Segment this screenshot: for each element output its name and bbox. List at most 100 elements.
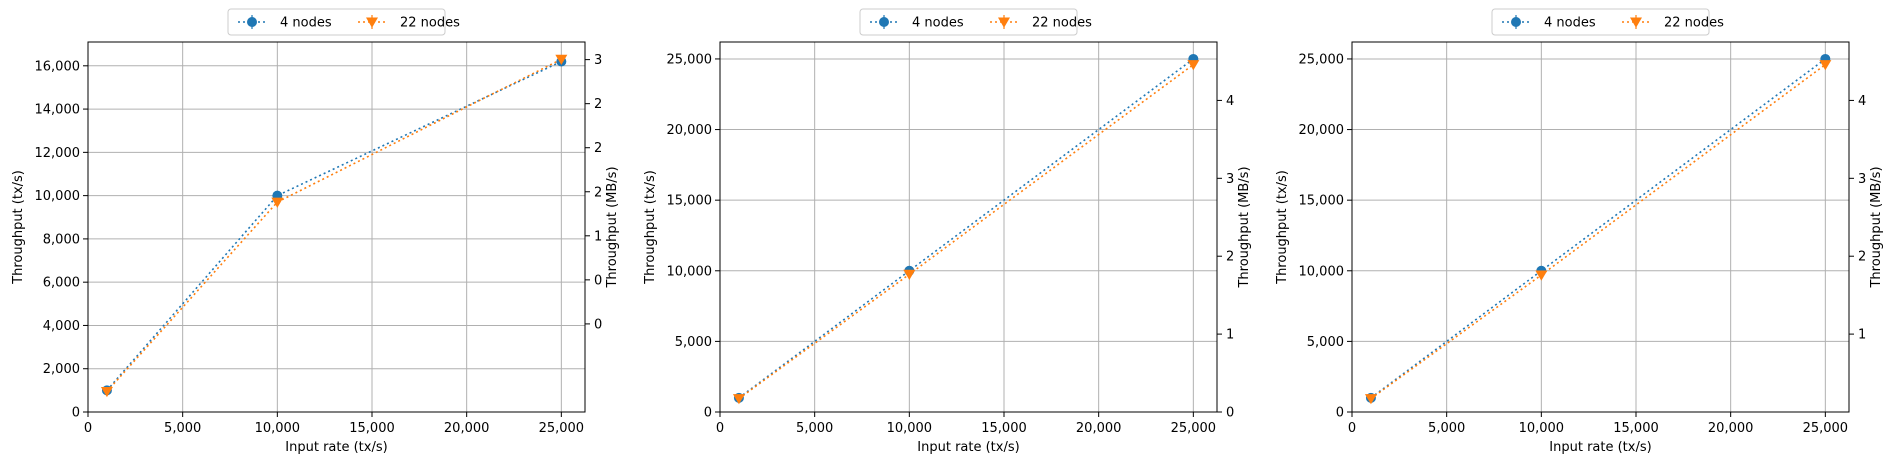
x-tick-label: 5,000: [164, 421, 201, 436]
plot-frame: [87, 41, 586, 413]
x-tick-label: 25,000: [1171, 421, 1217, 436]
chart-panel-2: 0 5,000 10,000 15,000 20,000 25,000 0 5,000 10,0…: [643, 8, 1252, 455]
x-tick-label: 20,000: [1076, 421, 1122, 436]
legend-box: [859, 8, 1078, 36]
y2-tick-label: 3: [594, 53, 602, 68]
legend-label-1: 4 nodes: [912, 16, 964, 31]
x-tick-label: 10,000: [1519, 421, 1565, 436]
y-tick-label: 0: [704, 406, 712, 421]
series-line-1: [106, 60, 562, 391]
legend-label-1: 4 nodes: [1544, 16, 1596, 31]
x-axis-label: Input rate (tx/s): [285, 440, 387, 455]
y2-tick-label: 2: [594, 141, 602, 156]
y-tick-label: 0: [72, 406, 80, 421]
y2-tick-label: 2: [594, 97, 602, 112]
legend-box: [1491, 8, 1710, 36]
y2-tick-label: 4: [1226, 94, 1234, 109]
y-tick-label: 4,000: [43, 319, 80, 334]
y2-axis-label: Throughput (MB/s): [1237, 166, 1252, 288]
legend-label-2: 22 nodes: [1032, 16, 1092, 31]
y-axis-label: Throughput (tx/s): [1275, 170, 1290, 285]
y-tick-label: 14,000: [35, 103, 81, 118]
x-tick-label: 25,000: [539, 421, 585, 436]
legend-marker-1: [1511, 17, 1521, 27]
y-tick-label: 5,000: [1307, 335, 1344, 350]
legend-marker-2: [366, 17, 378, 28]
y2-tick-label: 2: [1858, 250, 1866, 265]
y2-tick-label: 4: [1858, 94, 1866, 109]
x-tick-label: 0: [716, 421, 724, 436]
chart-panel-1: 0 5,000 10,000 15,000 20,000 25,000 0 2,000 4,00…: [11, 8, 620, 455]
y-tick-label: 6,000: [43, 276, 80, 291]
y-tick-label: 25,000: [1299, 52, 1345, 67]
data-point-2: [1187, 60, 1200, 71]
x-tick-label: 15,000: [1613, 421, 1659, 436]
y2-tick-label: 3: [1226, 172, 1234, 187]
y-tick-label: 10,000: [1299, 264, 1345, 279]
legend: 4 nodes 22 nodes: [859, 8, 1092, 36]
x-tick-label: 0: [1348, 421, 1356, 436]
y-tick-label: 10,000: [667, 264, 713, 279]
y2-tick-label: 2: [1226, 250, 1234, 265]
y-tick-label: 2,000: [43, 362, 80, 377]
y-tick-label: 8,000: [43, 232, 80, 247]
series-line-2: [106, 58, 562, 392]
data-point-2: [555, 54, 568, 66]
legend-label-2: 22 nodes: [1664, 16, 1724, 31]
y-axis-label: Throughput (tx/s): [11, 170, 26, 285]
x-tick-label: 10,000: [887, 421, 933, 436]
series-line-1: [1370, 58, 1826, 399]
x-tick-label: 5,000: [1428, 421, 1465, 436]
data-point-2: [271, 197, 284, 208]
legend-marker-1: [879, 17, 889, 27]
y2-tick-label: 3: [1858, 172, 1866, 187]
x-tick-label: 0: [84, 421, 92, 436]
y-axis-label: Throughput (tx/s): [643, 170, 658, 285]
y2-axis-label: Throughput (MB/s): [605, 166, 620, 288]
x-tick-label: 20,000: [1708, 421, 1754, 436]
y-tick-label: 15,000: [1299, 194, 1345, 209]
chart-panel-3: 0 5,000 10,000 15,000 20,000 25,000 0 5,000 10,0…: [1275, 8, 1884, 455]
y-tick-label: 20,000: [667, 123, 713, 138]
y2-tick-label: 2: [594, 185, 602, 200]
x-axis-label: Input rate (tx/s): [917, 440, 1019, 455]
legend-marker-2: [1630, 17, 1642, 28]
y2-tick-label: 1: [594, 229, 602, 244]
legend-label-2: 22 nodes: [400, 16, 460, 31]
x-tick-label: 10,000: [255, 421, 301, 436]
y2-tick-label: 0: [594, 317, 602, 332]
series-line-2: [1370, 63, 1826, 400]
x-tick-label: 15,000: [981, 421, 1027, 436]
x-tick-label: 15,000: [349, 421, 395, 436]
x-tick-label: 5,000: [796, 421, 833, 436]
y2-tick-label: 0: [1226, 406, 1234, 421]
y2-tick-label: 0: [594, 273, 602, 288]
data-point-2: [1819, 60, 1832, 71]
x-axis-label: Input rate (tx/s): [1549, 440, 1651, 455]
plot-frame: [719, 41, 1218, 413]
legend-box: [227, 8, 446, 36]
y-tick-label: 5,000: [675, 335, 712, 350]
y-tick-label: 15,000: [667, 194, 713, 209]
series-line-1: [738, 58, 1194, 399]
y2-tick-label: 1: [1858, 328, 1866, 343]
y-tick-label: 20,000: [1299, 123, 1345, 138]
data-point-2: [903, 269, 916, 281]
plot-frame: [1351, 41, 1850, 413]
data-point-2: [732, 394, 745, 405]
legend: 4 nodes 22 nodes: [227, 8, 460, 36]
y-tick-label: 10,000: [35, 189, 81, 204]
y-tick-label: 0: [1336, 406, 1344, 421]
legend: 4 nodes 22 nodes: [1491, 8, 1724, 36]
x-tick-label: 20,000: [444, 421, 490, 436]
legend-marker-2: [998, 17, 1010, 28]
legend-label-1: 4 nodes: [280, 16, 332, 31]
y-tick-label: 16,000: [35, 59, 81, 74]
y2-axis-label: Throughput (MB/s): [1869, 166, 1884, 288]
y-tick-label: 25,000: [667, 52, 713, 67]
data-point-2: [100, 386, 113, 398]
series-line-2: [738, 63, 1194, 400]
data-point-2: [1364, 394, 1377, 405]
data-point-2: [1535, 270, 1548, 281]
